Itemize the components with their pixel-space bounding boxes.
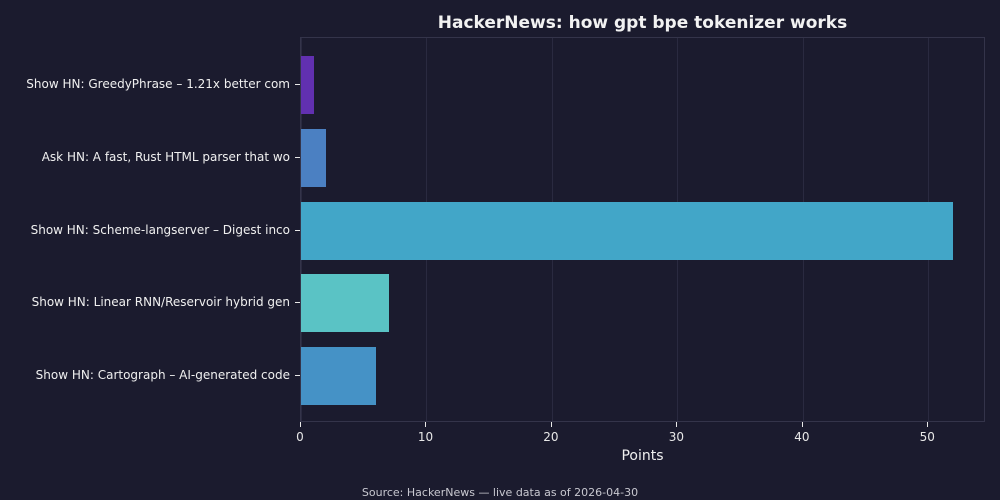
x-tick: [550, 422, 552, 427]
y-category-label: Ask HN: A fast, Rust HTML parser that wo: [41, 150, 290, 164]
x-tick: [425, 422, 427, 427]
y-tick: [295, 302, 300, 303]
x-tick: [801, 422, 803, 427]
x-axis-label: Points: [621, 448, 664, 464]
x-tick-label: 40: [794, 430, 810, 444]
bar[interactable]: [301, 129, 327, 187]
y-category-label: Show HN: Scheme-langserver – Digest inco: [30, 223, 290, 237]
y-category-label: Show HN: Cartograph – AI-generated code: [35, 368, 290, 382]
source-note: Source: HackerNews — live data as of 202…: [361, 486, 639, 499]
x-tick-label: 20: [543, 430, 559, 444]
x-tick-label: 10: [417, 430, 434, 444]
x-tick: [676, 422, 678, 427]
x-tick-label: 50: [919, 430, 935, 444]
y-category-label: Show HN: GreedyPhrase – 1.21x better com: [26, 77, 290, 91]
bar[interactable]: [301, 56, 314, 114]
chart-title: HackerNews: how gpt bpe tokenizer works: [437, 13, 848, 33]
y-tick: [295, 157, 300, 158]
y-tick: [295, 230, 300, 231]
x-tick: [927, 422, 929, 427]
x-tick: [300, 422, 301, 427]
bar[interactable]: [301, 347, 377, 405]
x-tick-label: 0: [296, 430, 304, 444]
y-tick: [295, 375, 300, 376]
x-tick-label: 30: [668, 430, 684, 444]
bar[interactable]: [301, 274, 389, 332]
y-category-label: Show HN: Linear RNN/Reservoir hybrid gen: [31, 295, 290, 309]
y-tick: [295, 84, 300, 85]
plot-area: [300, 37, 985, 422]
bar[interactable]: [301, 202, 954, 260]
